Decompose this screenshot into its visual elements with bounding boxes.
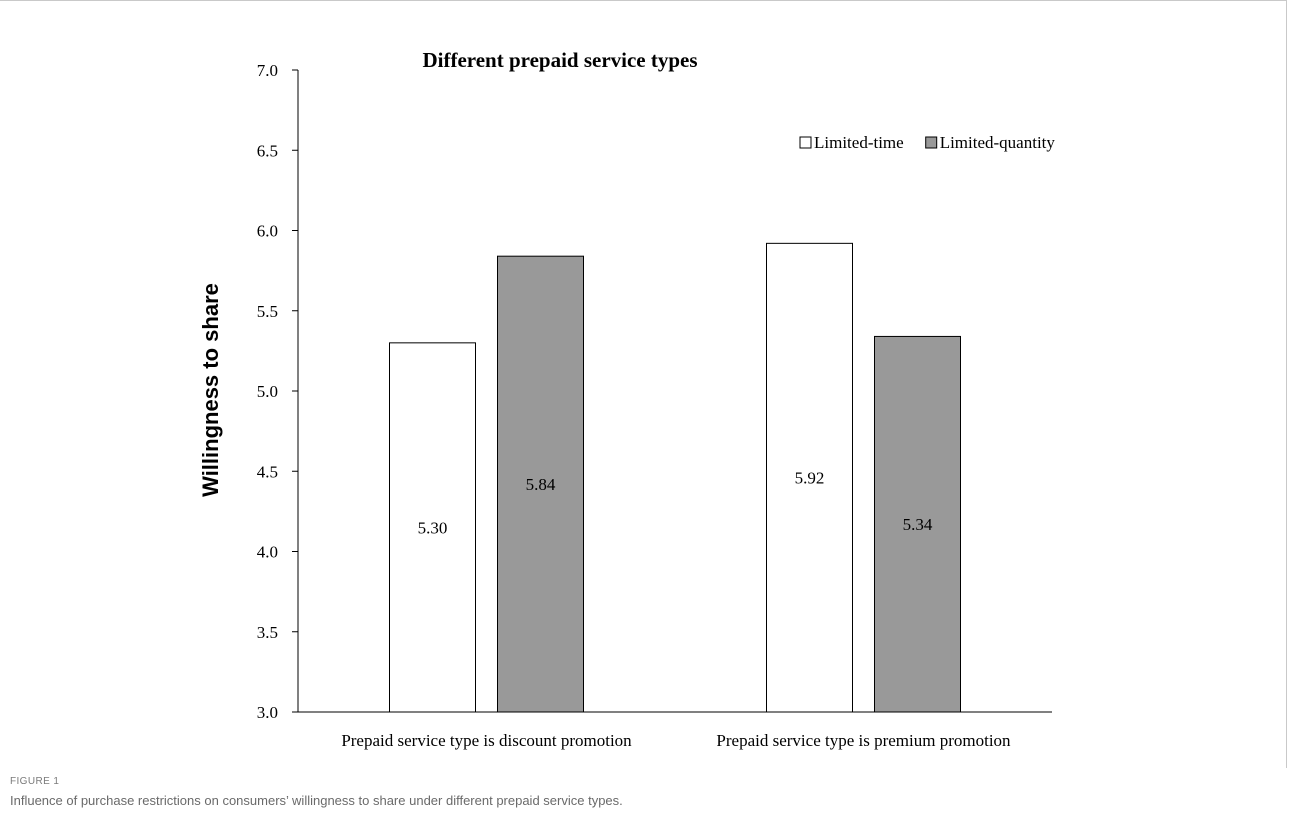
y-tick-label: 5.5 <box>257 302 278 321</box>
chart-legend: Limited-time Limited-quantity <box>799 133 1056 152</box>
chart-axes: 3.0 3.5 4.0 4.5 5.0 5.5 6.0 6.5 7.0 Prepaid servi… <box>257 61 1052 750</box>
bar-data-label: 5.92 <box>795 469 825 488</box>
bar-data-label: 5.84 <box>526 475 556 494</box>
bar-data-label: 5.34 <box>903 515 933 534</box>
chart-bars: 5.30 5.84 5.92 5.34 <box>389 242 961 713</box>
y-axis-label: Willingness to share <box>198 283 223 497</box>
bar-limited-time <box>766 242 853 713</box>
figure-frame <box>0 0 1287 768</box>
bar-limited-quantity <box>497 255 584 713</box>
bar-chart: Different prepaid service types Willingn… <box>198 48 1056 750</box>
y-tick-label: 3.0 <box>257 703 278 722</box>
y-tick-label: 7.0 <box>257 61 278 80</box>
y-tick-label: 4.0 <box>257 543 278 562</box>
bar-data-label: 5.30 <box>418 518 448 537</box>
legend-swatch <box>799 136 812 149</box>
legend-swatch <box>925 136 938 149</box>
y-tick-label: 6.0 <box>257 222 278 241</box>
x-category-label: Prepaid service type is discount promoti… <box>341 731 632 750</box>
y-tick-label: 3.5 <box>257 623 278 642</box>
chart-title: Different prepaid service types <box>422 48 697 72</box>
y-tick-label: 5.0 <box>257 382 278 401</box>
x-category-label: Prepaid service type is premium promotio… <box>716 731 1011 750</box>
bar-limited-quantity <box>874 335 961 713</box>
bar-limited-time <box>389 342 476 713</box>
y-tick-label: 4.5 <box>257 462 278 481</box>
figure-caption: Influence of purchase restrictions on co… <box>10 793 623 808</box>
legend-label: Limited-time <box>814 133 904 152</box>
figure-label: FIGURE 1 <box>10 776 60 787</box>
y-tick-label: 6.5 <box>257 141 278 160</box>
legend-label: Limited-quantity <box>940 133 1056 152</box>
